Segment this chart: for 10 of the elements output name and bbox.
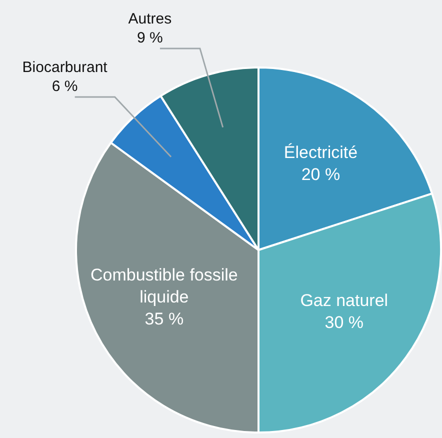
slice-label: Gaz naturel [300,290,388,310]
data-label: 35 % [144,310,184,329]
data-label: 9 % [137,30,163,47]
slice-label: Électricité [284,143,358,162]
slice-label: Combustible fossile liquide [90,266,238,307]
data-label: 30 % [324,312,364,332]
data-label: 20 % [301,165,340,184]
slice-label: Autres [128,10,172,28]
slice-label: Biocarburant [22,59,108,76]
data-label: 6 % [52,78,78,96]
